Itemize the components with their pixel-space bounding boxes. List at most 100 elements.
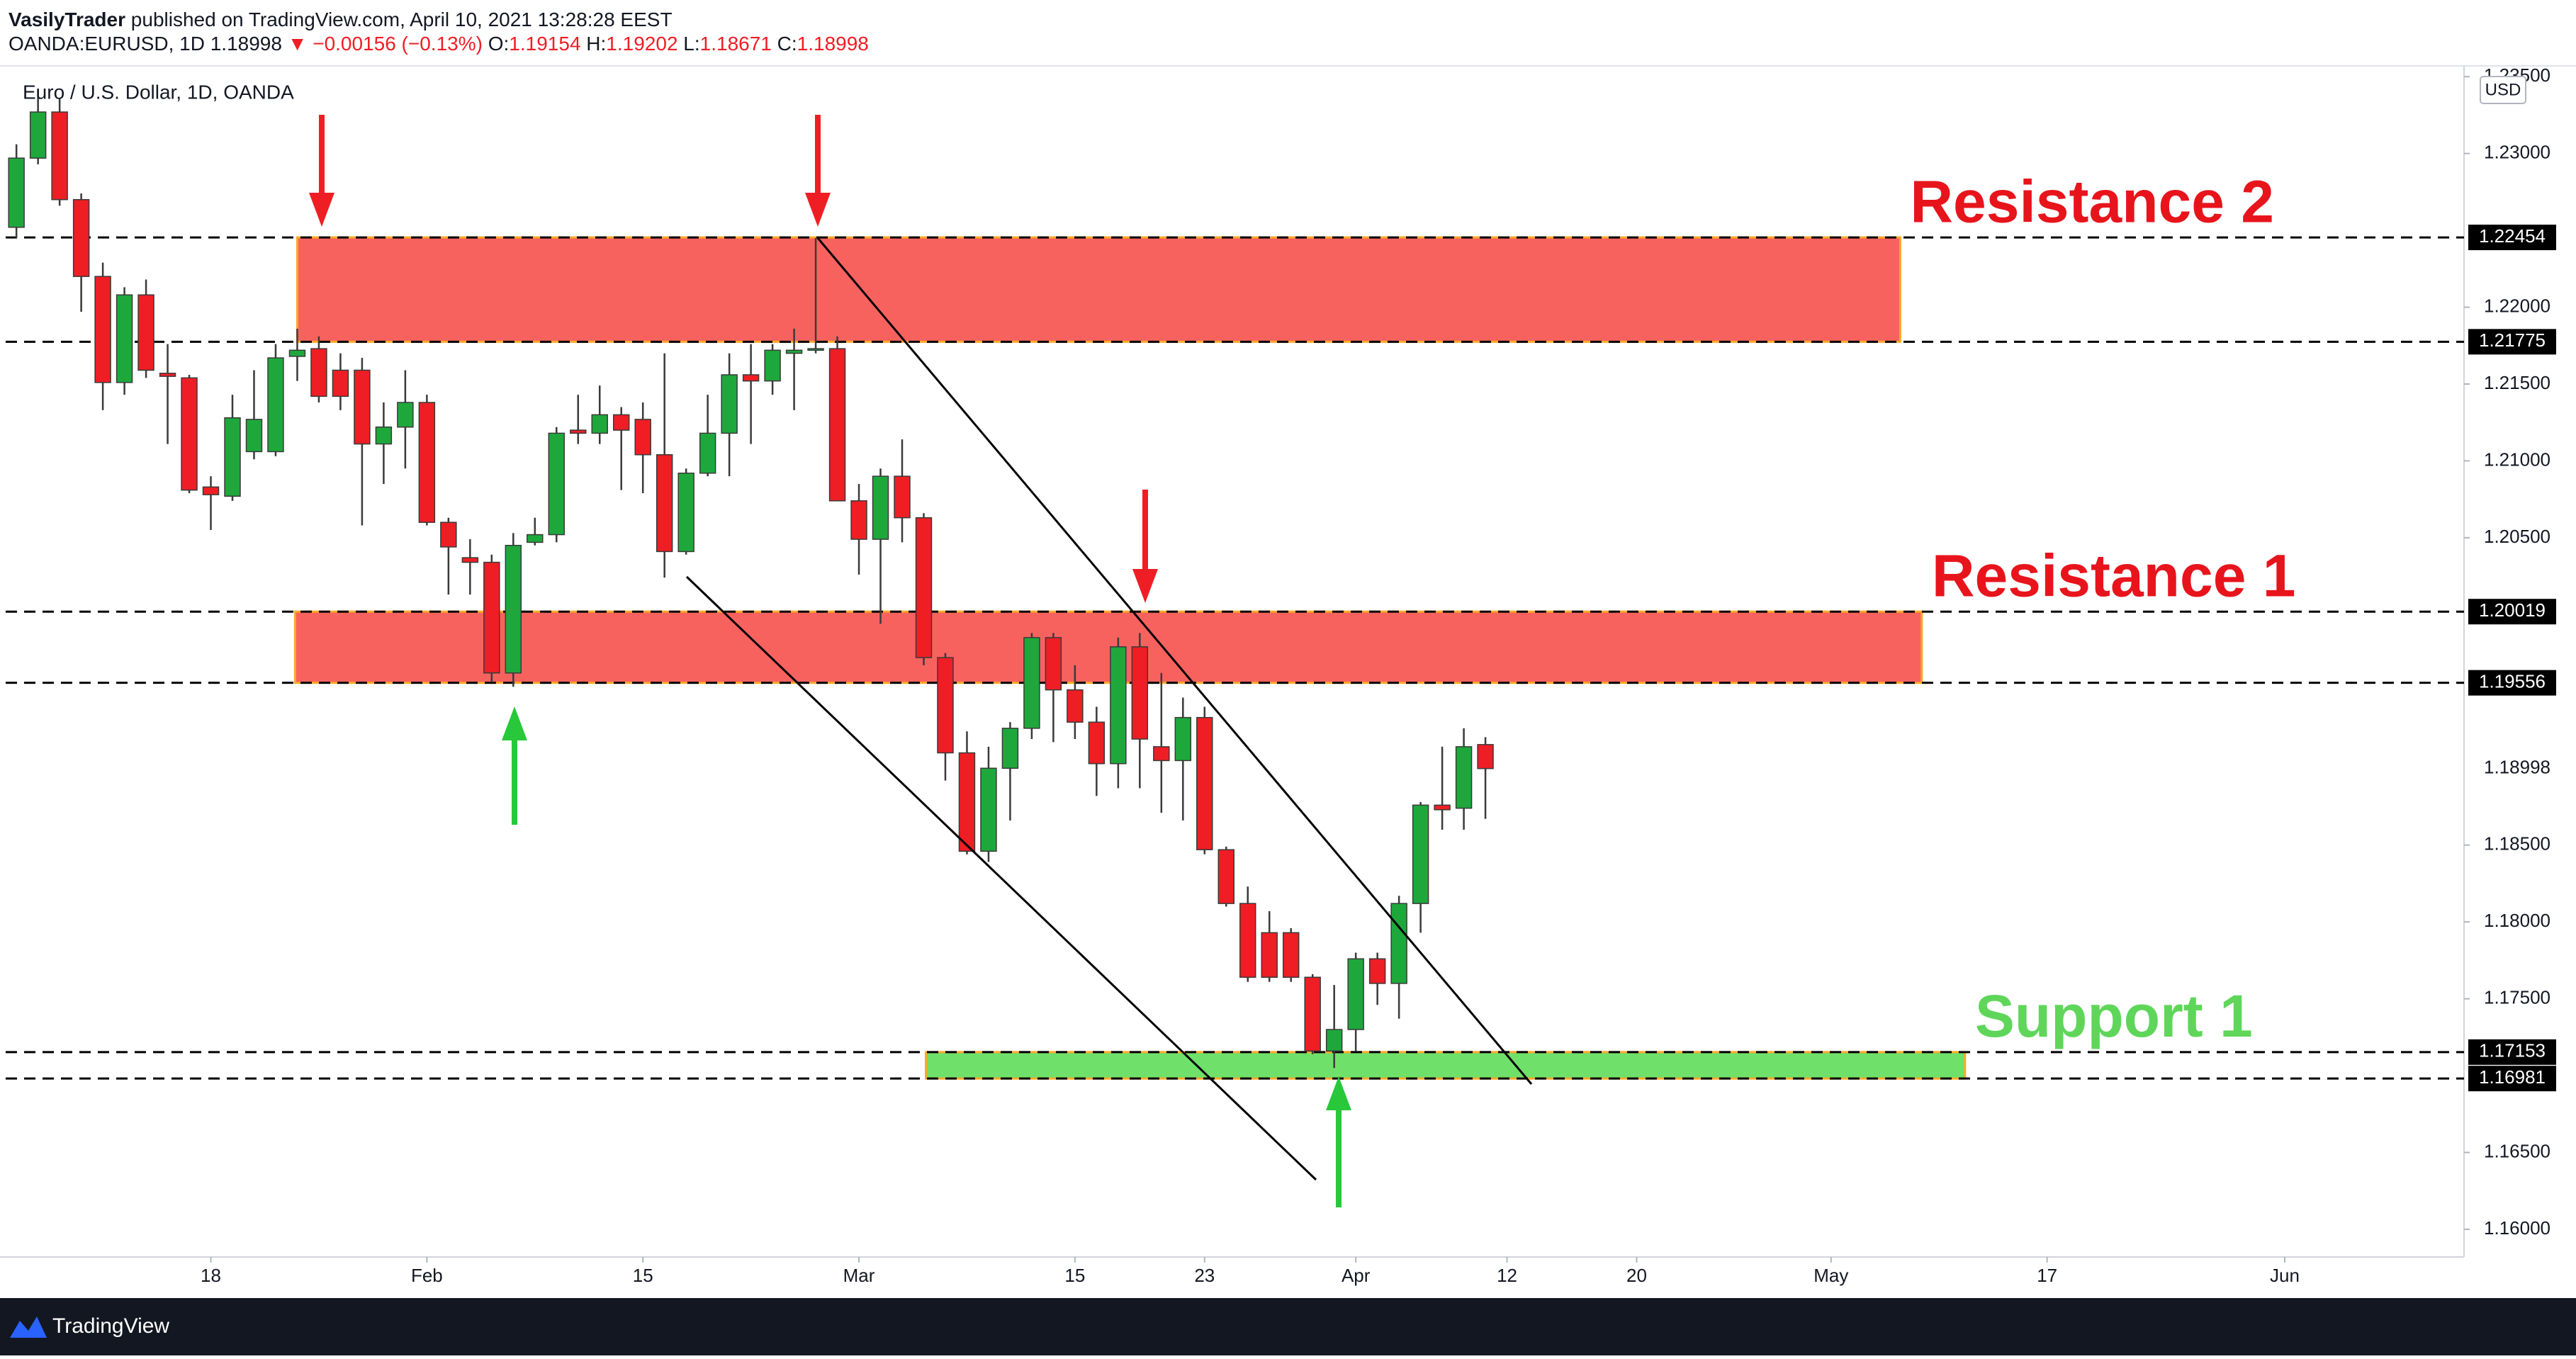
candle-body: [159, 373, 176, 377]
candle-body: [1261, 932, 1278, 978]
candle-body: [1023, 637, 1040, 729]
candle-body: [612, 414, 630, 431]
published: published on TradingView.com, April 10, …: [131, 9, 673, 30]
level-label: 1.20019: [2479, 599, 2546, 621]
x-tick-label: 23: [1194, 1265, 1215, 1286]
x-tick-label: 17: [2037, 1265, 2057, 1286]
candle-body: [677, 473, 694, 553]
candle-body: [699, 432, 716, 474]
y-tick-label: 1.18000: [2484, 910, 2550, 931]
candle-body: [850, 500, 867, 540]
x-tick-label: 12: [1497, 1265, 1517, 1286]
x-tick-label: 15: [1064, 1265, 1085, 1286]
candle-body: [1368, 958, 1386, 984]
candle-body: [764, 349, 781, 382]
up-arrow: [1326, 1076, 1351, 1207]
currency-box: [2480, 76, 2526, 104]
level-label: 1.19556: [2479, 671, 2546, 692]
y-tick-label: 1.20500: [2484, 526, 2550, 547]
down-arrow: [805, 115, 831, 227]
candle-body: [181, 377, 198, 491]
candle-body: [570, 429, 587, 434]
y-tick-label: 1.17500: [2484, 986, 2550, 1008]
level-label-box: [2468, 329, 2556, 355]
candle-body: [742, 374, 760, 382]
change: ▼ −0.00156 (−0.13%): [288, 33, 483, 55]
level-label: 1.22454: [2479, 225, 2546, 247]
candle-body: [937, 657, 954, 754]
candle-body: [418, 402, 436, 523]
l-label: L:: [683, 33, 699, 55]
x-tick-label: Apr: [1342, 1265, 1371, 1286]
plot: 1.16000 1.16500 1.17500 1.18000 1.18500 1.205…: [0, 64, 2550, 1286]
candle-body: [397, 402, 414, 428]
candle-body: [1153, 746, 1170, 762]
candle-body: [1131, 646, 1149, 740]
candle-body: [591, 414, 608, 434]
level-label-box: [2468, 1039, 2556, 1065]
candle-body: [224, 417, 241, 497]
zone-label: Resistance 2: [1910, 168, 2274, 235]
c-value: 1.18998: [797, 33, 869, 55]
candle-body: [202, 486, 220, 495]
candle-body: [1304, 976, 1321, 1052]
y-tick-label: 1.16500: [2484, 1140, 2550, 1161]
y-tick-label: 1.16000: [2484, 1217, 2550, 1239]
candle-body: [894, 475, 911, 519]
candle-body: [51, 111, 68, 201]
brand: TradingView: [52, 1314, 169, 1338]
y-tick-label: 1.22000: [2484, 295, 2550, 316]
candle-body: [807, 348, 824, 351]
candle-body: [245, 419, 263, 453]
symbol: OANDA:EURUSD, 1D: [9, 33, 205, 55]
arrows: [309, 115, 1351, 1207]
h-label: H:: [586, 33, 606, 55]
candle-body: [958, 752, 976, 852]
level-label: 1.21775: [2479, 329, 2546, 351]
candle-body: [1217, 849, 1234, 904]
candle-body: [785, 349, 803, 354]
o-value: 1.19154: [509, 33, 580, 55]
candle-body: [1239, 903, 1256, 978]
annotations: [685, 237, 1533, 1181]
candle-body: [1412, 804, 1429, 904]
candle-body: [1001, 728, 1019, 769]
candle-body: [505, 544, 522, 674]
candle-body: [1282, 932, 1300, 978]
c-label: C:: [777, 33, 797, 55]
level-label: 1.16981: [2479, 1066, 2546, 1088]
candle-body: [354, 369, 371, 445]
x-tick-label: Jun: [2270, 1265, 2300, 1286]
logo-icon: [10, 1316, 47, 1338]
candle-body: [332, 369, 349, 397]
candle-body: [1045, 637, 1062, 691]
author: VasilyTrader: [9, 9, 125, 30]
candle-body: [828, 348, 846, 502]
candle-body: [310, 348, 327, 397]
x-tick-label: 20: [1626, 1265, 1647, 1286]
zone: [925, 1051, 1967, 1080]
level-label-box: [2468, 670, 2556, 696]
footer: [0, 1298, 2576, 1355]
channel-line: [816, 237, 1533, 1085]
header: VasilyTrader published on TradingView.co…: [9, 9, 869, 55]
zone: [296, 236, 1901, 343]
candle-body: [440, 521, 457, 548]
logo: [10, 1316, 47, 1338]
candle-body: [980, 767, 997, 852]
candle-body: [1088, 721, 1106, 765]
y-tick-label: 1.21500: [2484, 372, 2550, 393]
currency: USD: [2485, 80, 2521, 99]
candle-body: [721, 374, 738, 434]
x-tick-label: Feb: [411, 1265, 443, 1286]
candle-body: [116, 294, 133, 383]
candle-body: [267, 357, 284, 453]
candle-body: [872, 475, 889, 540]
header-line: VasilyTrader published on TradingView.co…: [9, 9, 673, 30]
candle-body: [1110, 646, 1127, 765]
zone: [293, 610, 1923, 684]
candle-body: [1325, 1029, 1343, 1052]
header-line: OANDA:EURUSD, 1D 1.18998 ▼ −0.00156 (−0.…: [9, 33, 869, 55]
candle-body: [634, 419, 651, 456]
